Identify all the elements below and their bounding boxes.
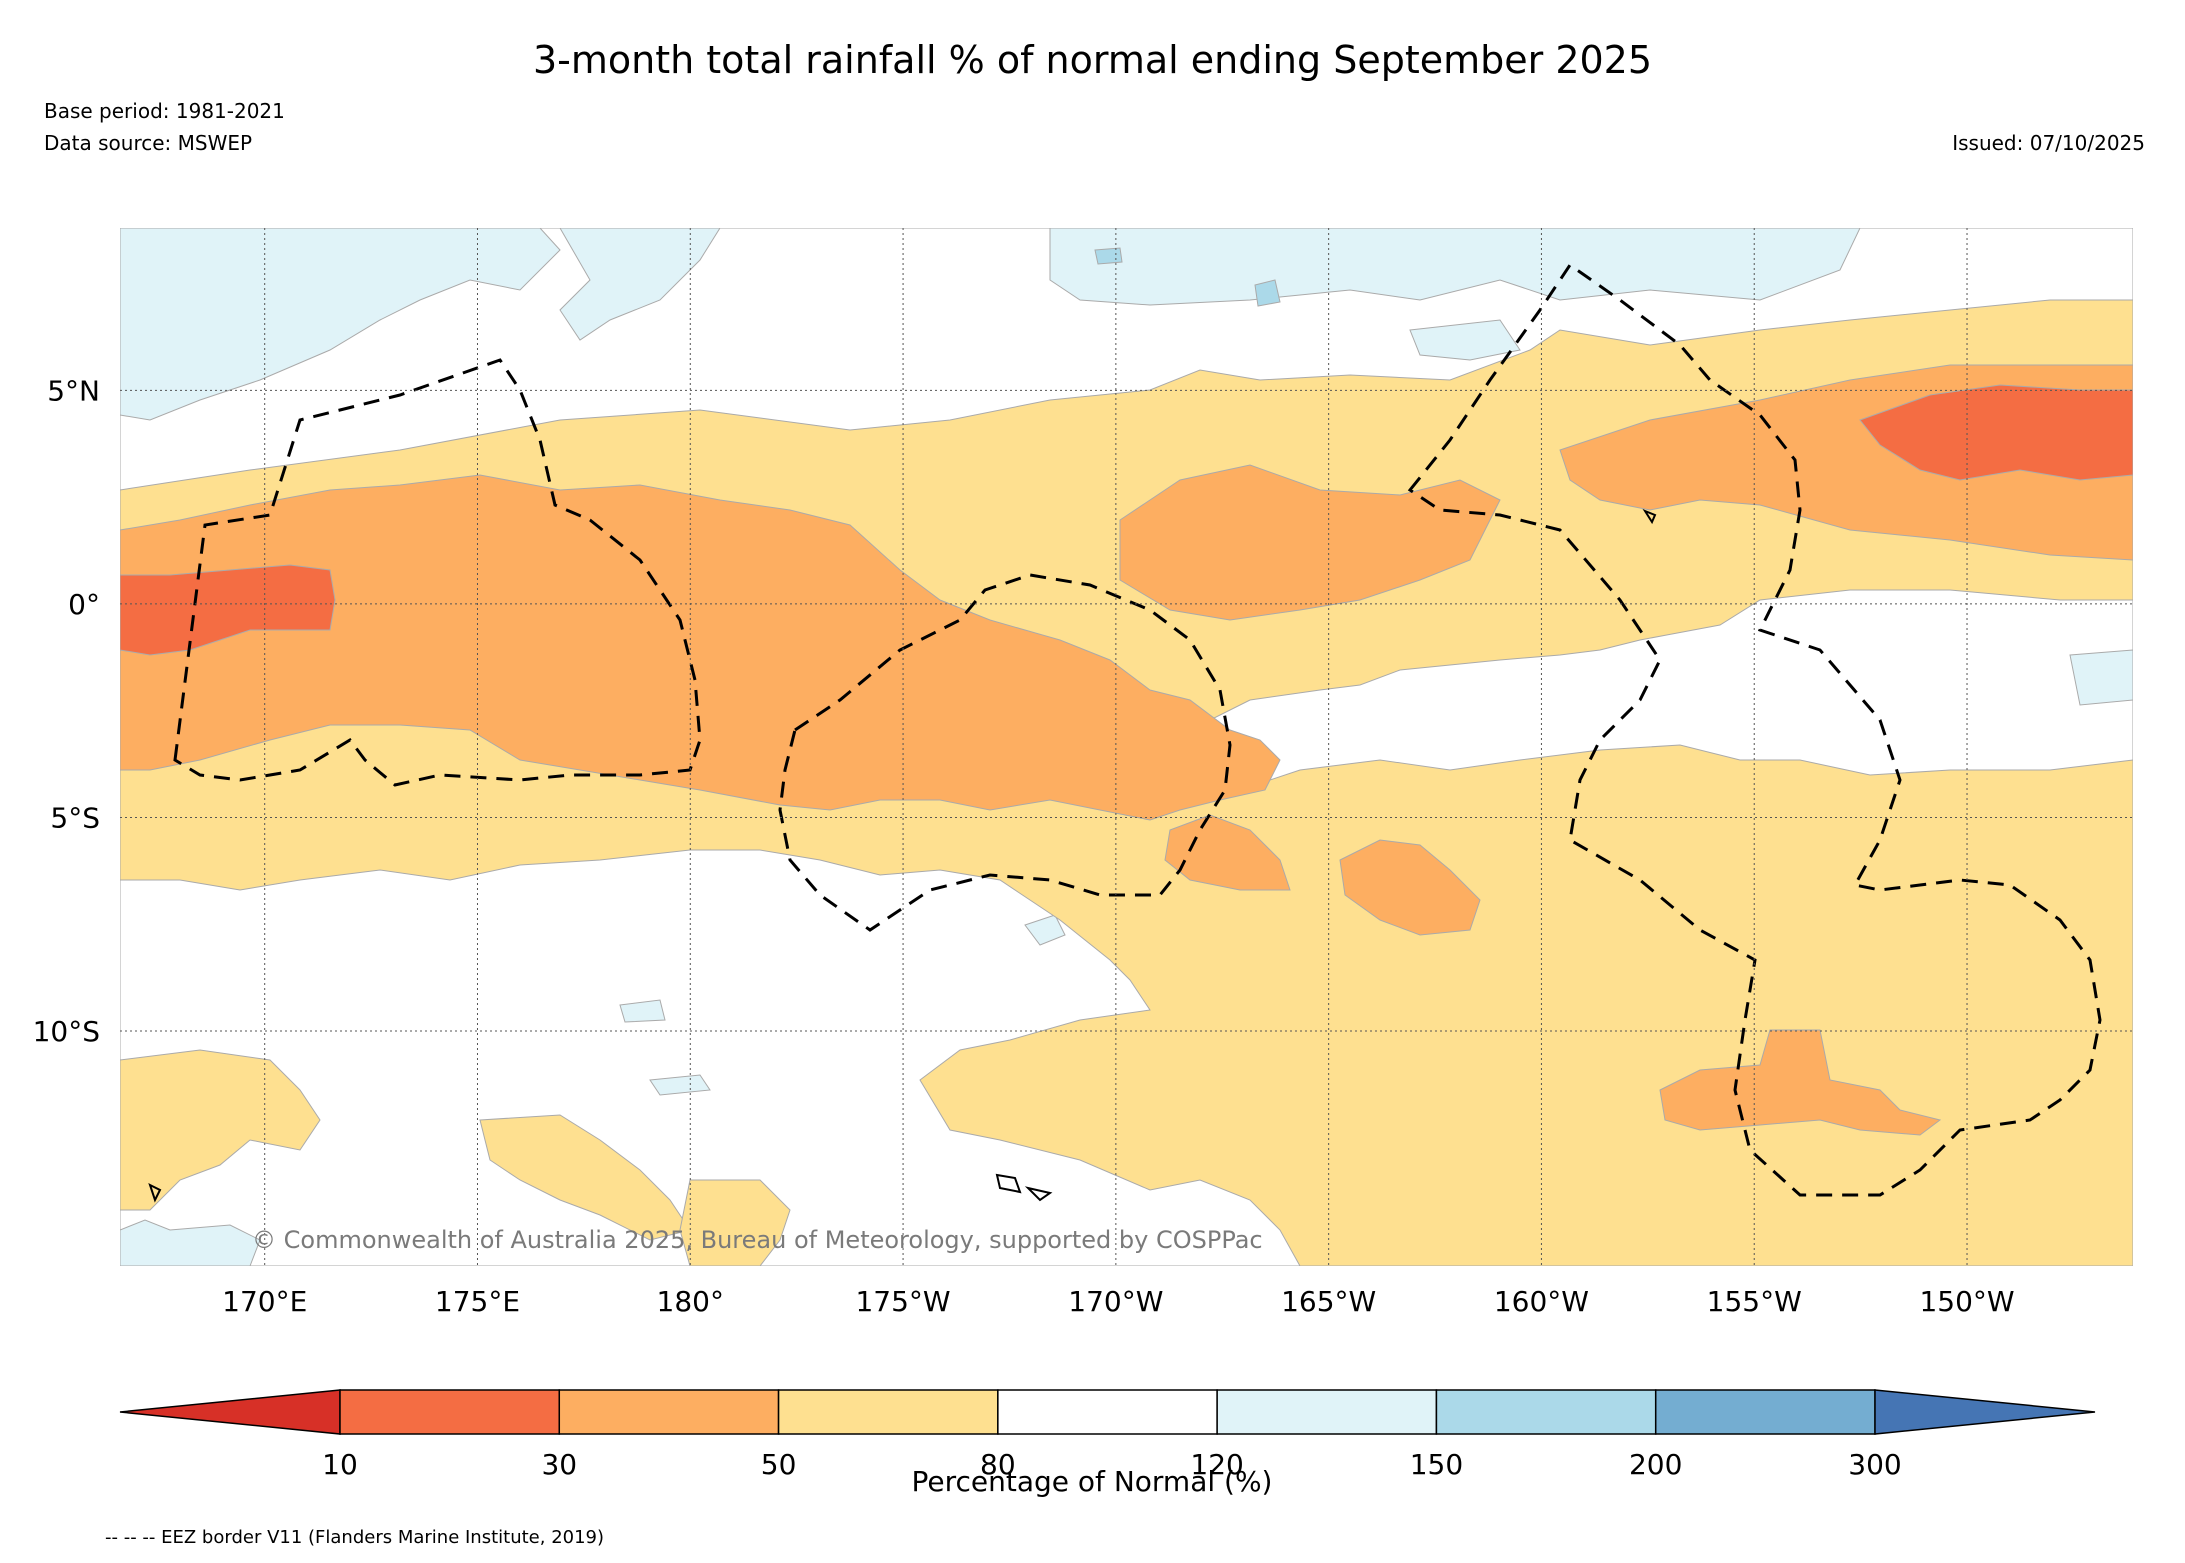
wet-region-north-west <box>120 228 561 421</box>
dry-patch-south-west <box>120 1049 321 1211</box>
wet-region-north-east-2 <box>1409 319 1521 361</box>
y-tick-label: 5°N <box>47 374 100 407</box>
eez-footnote: -- -- -- EEZ border V11 (Flanders Marine… <box>105 1527 605 1548</box>
x-tick-label: 175°E <box>435 1285 520 1318</box>
y-tick-label: 0° <box>68 588 100 621</box>
wet-region-north-west-2 <box>559 228 721 341</box>
colorbar-segment <box>997 1389 1218 1435</box>
x-tick-label: 175°W <box>855 1285 950 1318</box>
colorbar-segment <box>777 1389 999 1435</box>
eez-border-2 <box>778 573 1232 932</box>
colorbar-tick-label: 50 <box>761 1448 797 1481</box>
x-tick-label: 170°W <box>1068 1285 1163 1318</box>
x-tick-label: 180° <box>657 1285 724 1318</box>
wet-region-south-west <box>120 1219 261 1266</box>
x-tick-label: 150°W <box>1919 1285 2014 1318</box>
colorbar-extend-high <box>1874 1389 2096 1435</box>
x-tick-label: 155°W <box>1707 1285 1802 1318</box>
y-tick-label: 10°S <box>33 1015 100 1048</box>
dry-patch-30-50-south-east <box>1659 1029 1942 1136</box>
island-2 <box>1024 1186 1053 1202</box>
copyright-notice: © Commonwealth of Australia 2025, Bureau… <box>252 1226 1263 1254</box>
wet-region-small-4 <box>619 999 666 1023</box>
x-tick-label: 160°W <box>1494 1285 1589 1318</box>
eez-border-1 <box>173 358 702 787</box>
x-axis-ticks: 170°E 175°E 180° 175°W 170°W 165°W 160°W 155°W 1… <box>222 1285 2014 1318</box>
dry-band-30-50-central <box>1119 464 1501 621</box>
colorbar-tick-label: 150 <box>1410 1448 1463 1481</box>
dry-patch-30-50-south-2 <box>1164 814 1291 891</box>
colorbar-extend-low <box>119 1389 341 1435</box>
eez-borders <box>173 262 2102 1197</box>
dry-patch-south-central-2 <box>679 1179 791 1266</box>
island-1 <box>995 1173 1022 1194</box>
colorbar-tick-label: 10 <box>322 1448 358 1481</box>
colorbar-tick-label: 30 <box>541 1448 577 1481</box>
very-dry-east <box>1859 384 2133 481</box>
graticule <box>120 228 2133 1266</box>
y-axis-ticks: 5°N 0° 5°S 10°S <box>33 374 100 1048</box>
colorbar: 10 30 50 80 120 150 200 300 <box>119 1389 2096 1481</box>
issued-date: Issued: 07/10/2025 <box>1952 131 2145 155</box>
wet-region-small-1 <box>1024 914 1066 946</box>
dry-patch-30-50-south <box>1339 839 1481 936</box>
colorbar-tick-label: 80 <box>980 1448 1016 1481</box>
colorbar-title: Percentage of Normal (%) <box>912 1465 1273 1498</box>
eez-border-3 <box>1407 262 2102 1197</box>
island-outlines <box>148 508 1657 1203</box>
colorbar-segment <box>1435 1389 1657 1435</box>
colorbar-segment <box>339 1389 561 1435</box>
wet-region-east <box>2069 649 2133 706</box>
data-source: Data source: MSWEP <box>44 131 253 155</box>
colorbar-tick-label: 120 <box>1190 1448 1243 1481</box>
y-tick-label: 5°S <box>50 801 100 834</box>
wet-region-north-east <box>1049 228 1861 306</box>
colorbar-segment <box>1216 1389 1438 1435</box>
colorbar-segment <box>1654 1389 1876 1435</box>
x-tick-label: 165°W <box>1281 1285 1376 1318</box>
very-dry-west <box>120 564 336 656</box>
base-period: Base period: 1981-2021 <box>44 99 285 123</box>
island-3 <box>148 1183 162 1203</box>
wet-region-small-2 <box>649 1074 711 1096</box>
colorbar-segment <box>558 1389 780 1435</box>
colorbar-tick-label: 300 <box>1848 1448 1901 1481</box>
wet-region-north-east-4 <box>1254 279 1281 307</box>
map-area <box>120 228 2133 1266</box>
island-4 <box>1642 508 1657 525</box>
dry-patch-south-central <box>479 1114 691 1241</box>
map-title: 3-month total rainfall % of normal endin… <box>532 38 1653 82</box>
x-tick-label: 170°E <box>222 1285 307 1318</box>
wet-region-north-east-3 <box>1094 247 1123 265</box>
colorbar-tick-label: 200 <box>1629 1448 1682 1481</box>
dry-band-30-50-west <box>120 474 1281 821</box>
